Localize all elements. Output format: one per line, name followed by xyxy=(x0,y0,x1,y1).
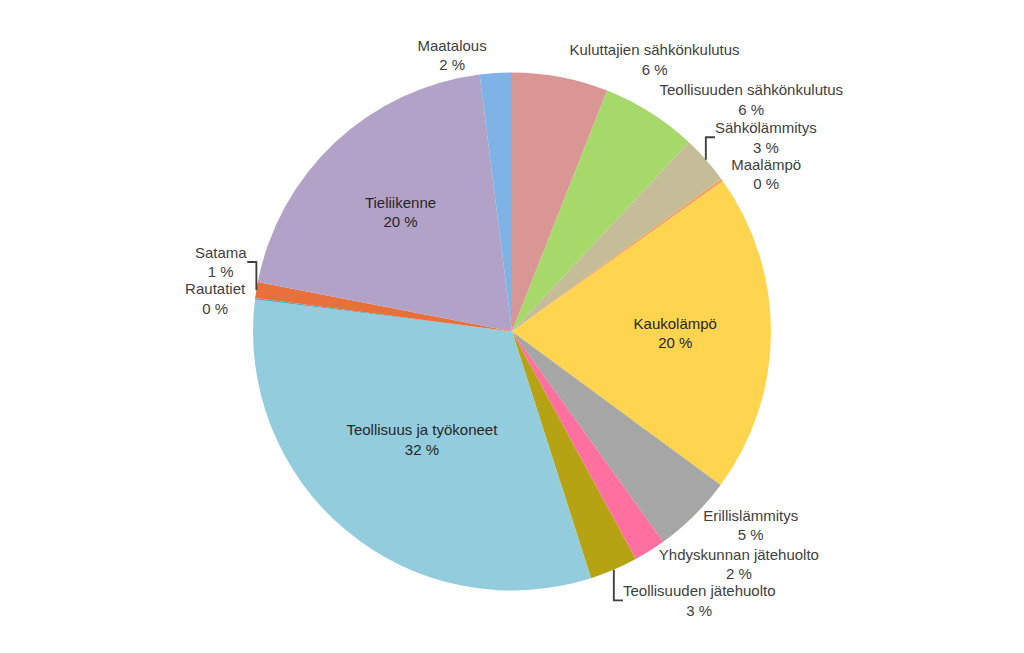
svg-text:Erillislämmitys5 %: Erillislämmitys5 % xyxy=(703,507,798,544)
svg-text:Satama1 %: Satama1 % xyxy=(195,244,247,281)
svg-text:Kaukolämpö20 %: Kaukolämpö20 % xyxy=(634,315,717,352)
svg-text:Teollisuus ja työkoneet32 %: Teollisuus ja työkoneet32 % xyxy=(346,421,498,458)
svg-text:Yhdyskunnan jätehuolto2 %: Yhdyskunnan jätehuolto2 % xyxy=(659,546,819,583)
svg-text:Teollisuuden sähkönkulutus6 %: Teollisuuden sähkönkulutus6 % xyxy=(660,81,843,118)
svg-text:Kuluttajien sähkönkulutus6 %: Kuluttajien sähkönkulutus6 % xyxy=(570,41,740,78)
svg-text:Maatalous2 %: Maatalous2 % xyxy=(417,37,486,74)
svg-text:Teollisuuden jätehuolto3 %: Teollisuuden jätehuolto3 % xyxy=(623,582,776,619)
svg-text:Tieliikenne20 %: Tieliikenne20 % xyxy=(365,194,436,231)
svg-text:Rautatiet0 %: Rautatiet0 % xyxy=(185,280,246,317)
svg-text:Sähkölämmitys3 %: Sähkölämmitys3 % xyxy=(715,119,817,156)
svg-text:Maalämpö0 %: Maalämpö0 % xyxy=(731,156,801,193)
